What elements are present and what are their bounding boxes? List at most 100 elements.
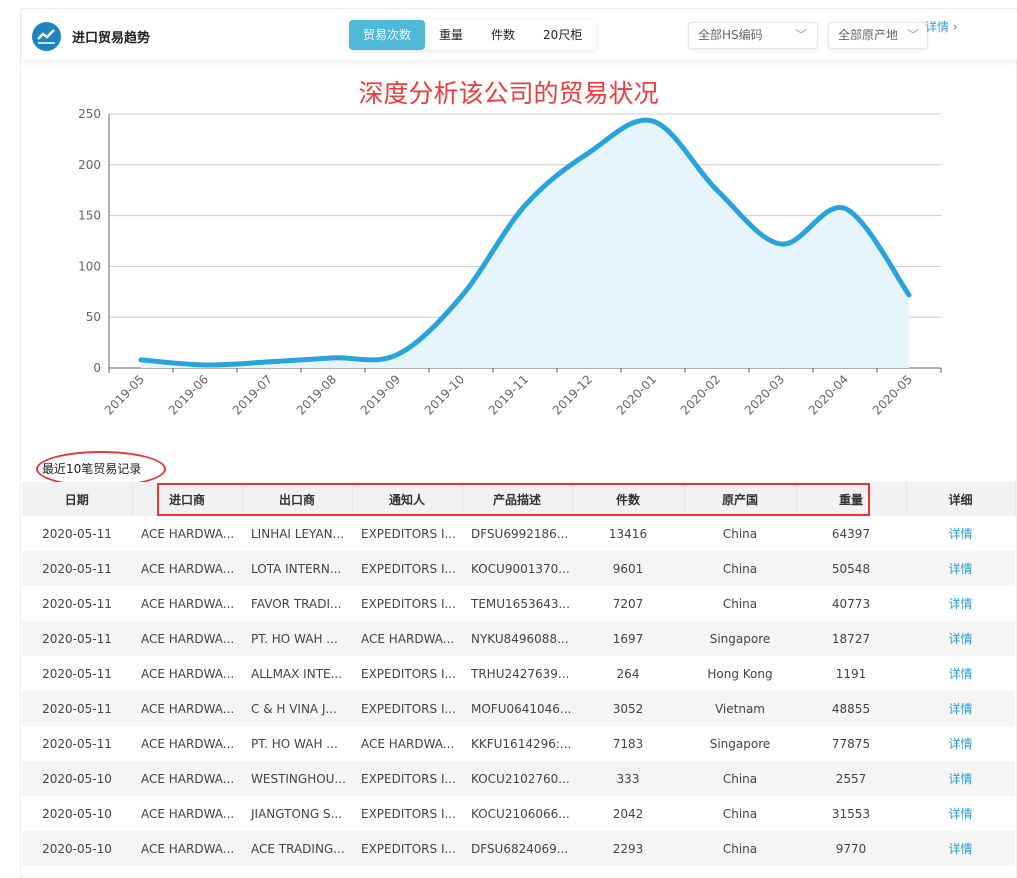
row-detail-link[interactable]: 详情	[948, 597, 973, 611]
row-detail-link[interactable]: 详情	[948, 632, 973, 646]
records-label: 最近10笔贸易记录	[42, 462, 142, 476]
x-tick-label: 2020-02	[678, 372, 723, 417]
table-cell: 详情	[906, 586, 1015, 621]
table-cell: 77875	[831, 736, 871, 751]
y-tick-label: 0	[93, 361, 101, 375]
table-cell: 详情	[906, 796, 1015, 831]
table-cell: KOCU2106066...	[471, 806, 570, 821]
table-cell: 2020-05-11	[42, 596, 112, 611]
table-row: 2020-05-11 ACE HARDWA... LOTA INTERN... EXP…	[22, 551, 1015, 586]
table-cell: ACE HARDWA...	[141, 596, 235, 611]
records-table: 日期 进口商 出口商 通知人 产品描述 件数 原产国 重量 详细 2020-05-11 ACE H…	[22, 482, 1016, 866]
x-tick-label: 2019-08	[294, 372, 339, 417]
table-cell: China	[684, 761, 796, 796]
table-cell: ACE HARDWA...	[132, 551, 242, 586]
table-cell: Singapore	[684, 621, 796, 656]
table-cell: 详情	[906, 656, 1015, 691]
x-tick-label: 2019-10	[422, 372, 467, 417]
y-tick-label: 150	[78, 209, 101, 223]
table-row: 2020-05-11 ACE HARDWA... LINHAI LEYAN... EX…	[22, 516, 1015, 551]
table-cell: Hong Kong	[707, 666, 773, 681]
row-detail-link[interactable]: 详情	[948, 667, 973, 681]
column-header: 日期	[22, 482, 133, 516]
table-cell: China	[684, 551, 796, 586]
column-header: 产品描述	[462, 482, 573, 516]
table-cell: 40773	[831, 596, 871, 611]
tab-pieces[interactable]: 件数	[491, 28, 516, 42]
x-tick-label: 2019-12	[550, 372, 595, 417]
header: 进口贸易趋势 贸易次数 重量 件数 20尺柜 全部HS编码 ﹀ 全部原产地 ﹀	[22, 10, 1017, 60]
table-cell: 2020-05-10	[22, 761, 132, 796]
table-cell: 48855	[796, 691, 906, 726]
table-cell: WESTINGHOU...	[242, 761, 352, 796]
table-cell: 2020-05-11	[22, 691, 132, 726]
annotation-text: 深度分析该公司的贸易状况	[358, 79, 659, 108]
annotation-box	[157, 483, 870, 516]
table-cell: 333	[572, 761, 684, 796]
row-detail-link[interactable]: 详情	[948, 772, 973, 786]
table-cell: 详情	[906, 516, 1015, 551]
table-cell: ACE TRADING...	[242, 831, 352, 866]
table-cell: 9770	[796, 831, 906, 866]
table-cell: 2557	[796, 761, 906, 796]
table-cell: ACE HARDWA...	[361, 736, 455, 751]
table-cell: 64397	[831, 526, 871, 541]
detail-link[interactable]: 详情 ›	[925, 20, 958, 34]
table-cell: EXPEDITORS I...	[361, 806, 456, 821]
y-tick-label: 100	[78, 259, 101, 273]
origin-select-value: 全部原产地	[838, 28, 899, 42]
hs-select-value: 全部HS编码	[698, 28, 763, 42]
table-cell: ACE HARDWA...	[141, 666, 235, 681]
table-cell: ACE HARDWA...	[132, 621, 242, 656]
table-cell: EXPEDITORS I...	[352, 761, 462, 796]
tab-weight[interactable]: 重量	[439, 28, 464, 42]
table-cell: 18727	[796, 621, 906, 656]
table-cell: KKFU1614296:...	[471, 736, 572, 751]
table-cell: TEMU1653643...	[471, 596, 570, 611]
chevron-down-icon: ﹀	[906, 28, 919, 42]
table-cell: 31553	[831, 806, 871, 821]
trade-trend-chart: 0 50 100 150 200 250 2019-05 2019-06 2019-07 2019…	[78, 107, 942, 418]
x-tick-label: 2019-09	[358, 372, 403, 417]
table-row: 2020-05-11 ACE HARDWA... FAVOR TRADI... EXP…	[22, 586, 1015, 621]
x-tick-label: 2019-06	[166, 372, 211, 417]
table-cell: 2020-05-11	[22, 551, 132, 586]
table-cell: C & H VINA J...	[242, 691, 352, 726]
table-cell: MOFU0641046...	[462, 691, 572, 726]
x-tick-label: 2020-03	[742, 372, 787, 417]
row-detail-link[interactable]: 详情	[948, 562, 973, 576]
column-header: 详细	[906, 482, 1016, 516]
row-detail-link[interactable]: 详情	[948, 527, 973, 541]
table-cell: ALLMAX INTE...	[251, 666, 343, 681]
column-header: 出口商	[242, 482, 353, 516]
table-cell: China	[722, 596, 758, 611]
x-tick-label: 2019-07	[230, 372, 275, 417]
row-detail-link[interactable]: 详情	[948, 842, 973, 856]
chevron-down-icon: ﹀	[794, 28, 807, 42]
tab-20ft-container[interactable]: 20尺柜	[543, 28, 583, 42]
table-cell: 7183	[612, 736, 644, 751]
x-tick-label: 2020-04	[806, 372, 851, 417]
tab-trade-count[interactable]: 贸易次数	[349, 20, 426, 50]
origin-select[interactable]: 全部原产地 ﹀	[828, 22, 928, 49]
table-cell: 2020-05-10	[42, 806, 112, 821]
table-cell: 2020-05-11	[42, 666, 112, 681]
table-cell: 详情	[906, 621, 1015, 656]
table-cell: 详情	[906, 831, 1015, 866]
table-cell: Singapore	[709, 736, 771, 751]
x-tick-label: 2019-11	[486, 372, 531, 417]
hs-code-select[interactable]: 全部HS编码 ﹀	[688, 22, 818, 49]
area-fill	[141, 120, 909, 368]
table-cell: 1191	[835, 666, 867, 681]
table-cell: LOTA INTERN...	[242, 551, 352, 586]
table-cell: China	[722, 526, 758, 541]
row-detail-link[interactable]: 详情	[948, 807, 973, 821]
row-detail-link[interactable]: 详情	[948, 737, 973, 751]
table-cell: EXPEDITORS I...	[352, 831, 462, 866]
table-cell: JIANGTONG S...	[251, 806, 343, 821]
table-cell: PT. HO WAH ...	[242, 621, 352, 656]
row-detail-link[interactable]: 详情	[948, 702, 973, 716]
table-cell: ACE HARDWA...	[352, 621, 462, 656]
table-cell: 2020-05-11	[42, 526, 112, 541]
table-cell: 13416	[608, 526, 648, 541]
